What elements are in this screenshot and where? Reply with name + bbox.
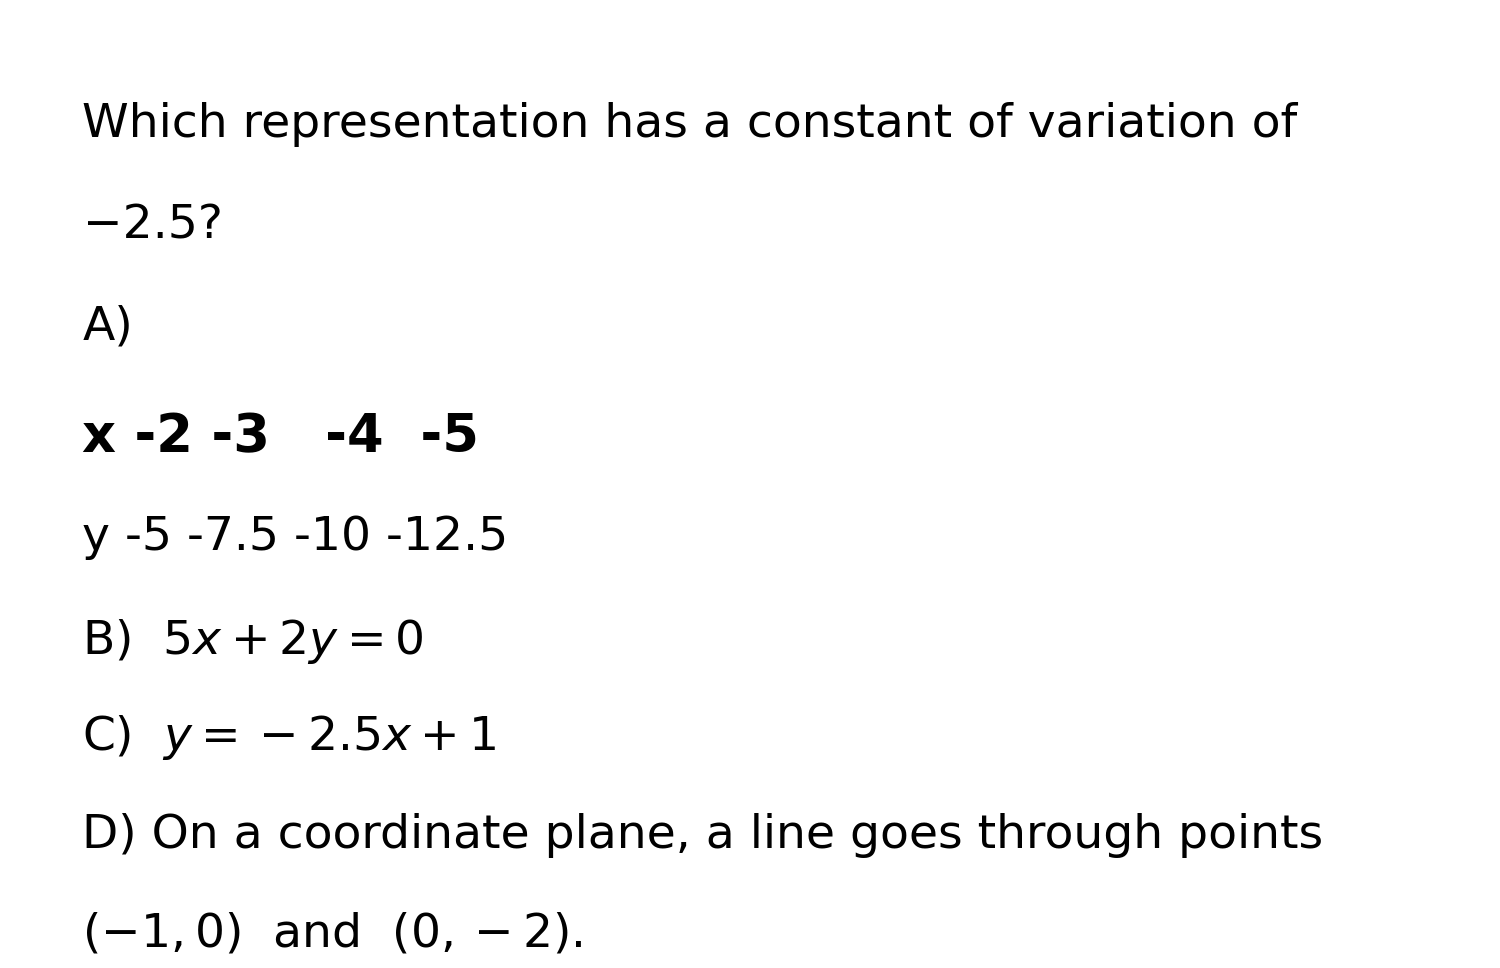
Text: D) On a coordinate plane, a line goes through points: D) On a coordinate plane, a line goes th…: [82, 813, 1323, 858]
Text: Which representation has a constant of variation of: Which representation has a constant of v…: [82, 102, 1298, 146]
Text: B)  $5x + 2y = 0$: B) $5x + 2y = 0$: [82, 617, 424, 666]
Text: y -5 -7.5 -10 -12.5: y -5 -7.5 -10 -12.5: [82, 515, 509, 560]
Text: x -2 -3   -4  -5: x -2 -3 -4 -5: [82, 411, 480, 464]
Text: $(-1, 0)$  and  $(0, -2)$.: $(-1, 0)$ and $(0, -2)$.: [82, 912, 584, 956]
Text: −2.5?: −2.5?: [82, 203, 222, 248]
Text: C)  $y = -2.5x + 1$: C) $y = -2.5x + 1$: [82, 713, 497, 763]
Text: A): A): [82, 305, 134, 349]
